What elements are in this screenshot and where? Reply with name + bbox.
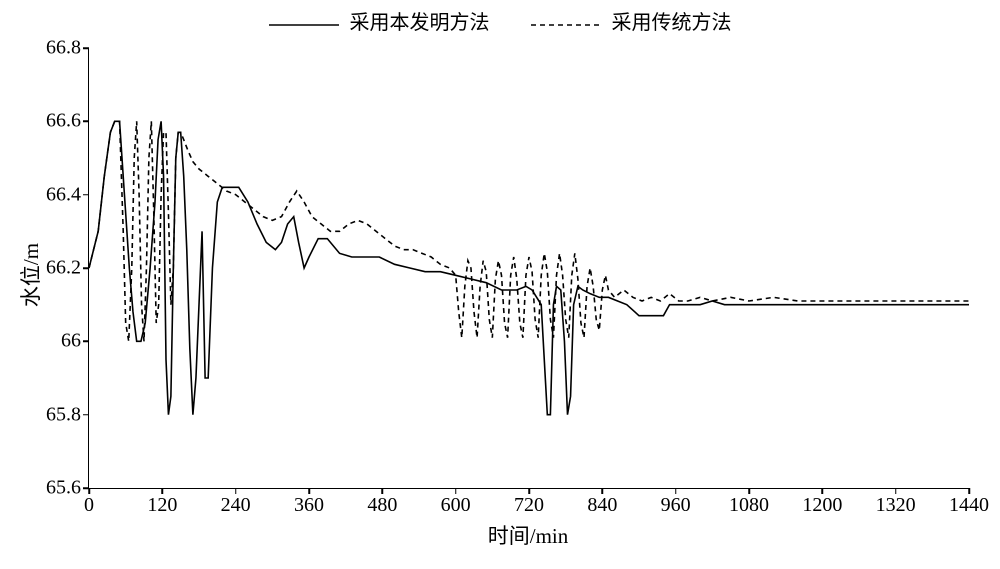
legend-item-dashed: 采用传统方法 [531,6,732,36]
plot-area: 65.665.86666.266.466.666.801202403604806… [88,48,969,489]
y-tick-label: 66.2 [46,257,81,280]
series-line-dashed [89,121,969,341]
x-tick-label: 360 [294,494,324,517]
x-tick-label: 1200 [802,494,842,517]
y-axis-label: 水位/m [15,243,45,307]
y-tick-label: 66.8 [46,37,81,60]
chart-container: 采用本发明方法 采用传统方法 水位/m 65.665.86666.266.466… [0,0,1000,569]
y-tick-mark [83,267,89,269]
x-tick-label: 120 [147,494,177,517]
x-tick-label: 960 [661,494,691,517]
legend: 采用本发明方法 采用传统方法 [0,6,1000,36]
y-tick-label: 65.8 [46,403,81,426]
x-axis-label: 时间/min [488,520,569,550]
x-tick-label: 1440 [949,494,989,517]
series-svg [89,48,969,488]
x-tick-label: 1320 [876,494,916,517]
legend-label-solid: 采用本发明方法 [350,12,490,34]
x-tick-label: 480 [367,494,397,517]
series-line-solid [89,121,969,414]
y-tick-label: 66.4 [46,183,81,206]
legend-item-solid: 采用本发明方法 [269,6,490,36]
y-tick-label: 65.6 [46,477,81,500]
x-tick-label: 840 [587,494,617,517]
y-tick-mark [83,47,89,49]
x-tick-label: 600 [441,494,471,517]
y-tick-mark [83,194,89,196]
y-tick-label: 66.6 [46,110,81,133]
y-tick-mark [83,121,89,123]
x-tick-label: 720 [514,494,544,517]
legend-line-dashed-icon [531,13,601,36]
legend-label-dashed: 采用传统方法 [612,12,732,34]
y-tick-mark [83,341,89,343]
x-tick-label: 1080 [729,494,769,517]
y-tick-label: 66 [61,330,81,353]
y-tick-mark [83,414,89,416]
x-tick-label: 240 [221,494,251,517]
legend-line-solid-icon [269,13,339,36]
x-tick-label: 0 [84,494,94,517]
